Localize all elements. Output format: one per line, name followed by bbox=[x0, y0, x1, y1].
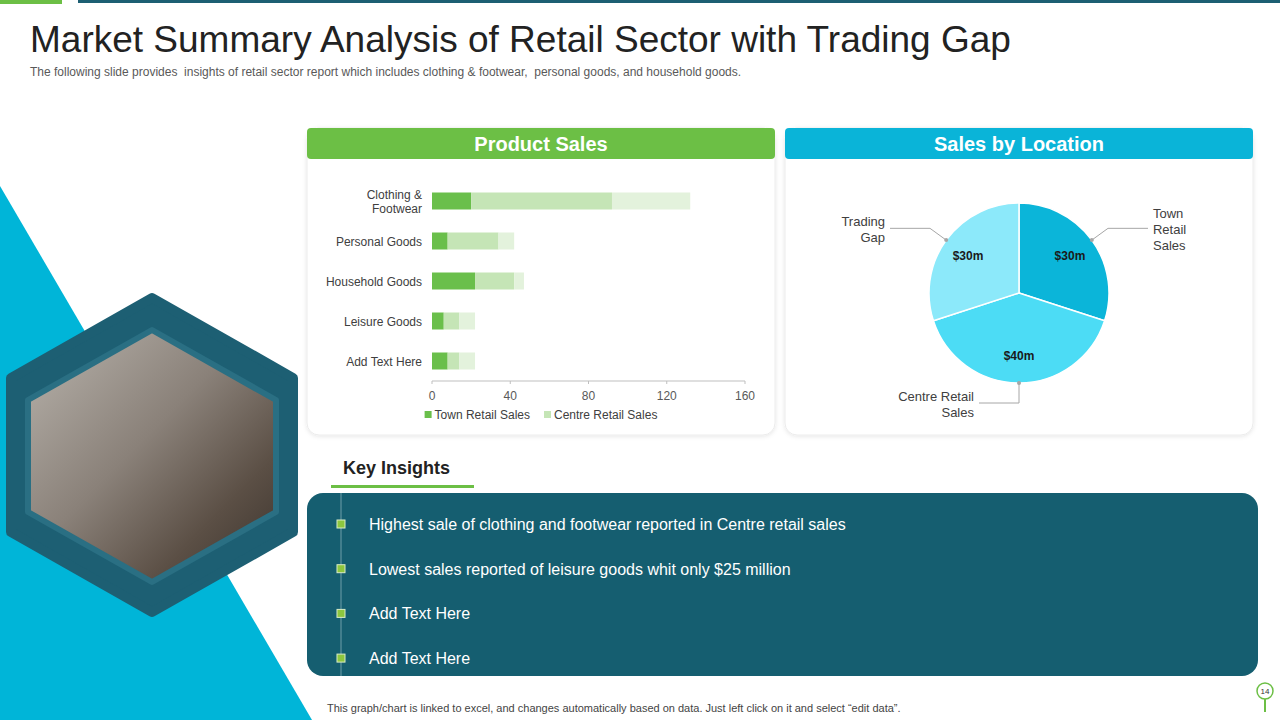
bar-segment bbox=[612, 193, 690, 210]
category-label: Leisure Goods bbox=[344, 315, 422, 329]
insight-bullet bbox=[337, 520, 345, 528]
legend-label: Town Retail Sales bbox=[435, 408, 530, 422]
category-label: Clothing &Footwear bbox=[367, 188, 422, 216]
panel-sales-location bbox=[785, 128, 1253, 435]
label-line: Centre Retail bbox=[898, 389, 974, 404]
tick-mark bbox=[510, 381, 511, 384]
panel-title: Sales by Location bbox=[934, 133, 1104, 155]
page-number: 14 bbox=[1261, 687, 1270, 696]
tick-label: 80 bbox=[582, 389, 596, 403]
pie bbox=[929, 203, 1109, 383]
top-accent-teal bbox=[78, 0, 1280, 3]
insight-text: Add Text Here bbox=[369, 650, 470, 667]
bar-segment bbox=[448, 233, 499, 250]
tick-label: 40 bbox=[504, 389, 518, 403]
label-line: Footwear bbox=[372, 202, 422, 216]
insights-title: Key Insights bbox=[343, 458, 450, 478]
insight-text: Add Text Here bbox=[369, 605, 470, 622]
insight-text: Highest sale of clothing and footwear re… bbox=[369, 516, 846, 533]
slice-label: TradingGap bbox=[841, 214, 885, 245]
legend-swatch bbox=[425, 411, 432, 418]
bar-segment bbox=[444, 313, 460, 330]
bar-segment bbox=[448, 353, 460, 370]
label-line: Retail bbox=[1153, 222, 1186, 237]
slide: Market Summary Analysis of Retail Sector… bbox=[0, 0, 1280, 720]
bar-segment bbox=[432, 233, 448, 250]
panel-header-blue bbox=[785, 128, 1253, 159]
panel-title: Product Sales bbox=[474, 133, 607, 155]
insight-bullet bbox=[337, 565, 345, 573]
footer-note: This graph/chart is linked to excel, and… bbox=[327, 702, 901, 714]
leader-dot bbox=[944, 238, 948, 242]
leader-line bbox=[1092, 228, 1148, 240]
slice-label: TownRetailSales bbox=[1153, 206, 1186, 253]
page-badge-tail bbox=[1264, 699, 1266, 712]
slide-title: Market Summary Analysis of Retail Sector… bbox=[30, 19, 1011, 60]
data-label: $40m bbox=[1004, 349, 1035, 363]
leader-line bbox=[979, 383, 1019, 403]
legend: Town Retail Sales Centre Retail Sales bbox=[425, 408, 658, 422]
category-label: Add Text Here bbox=[346, 355, 422, 369]
bar-segment bbox=[432, 273, 475, 290]
leader-dot bbox=[1017, 381, 1021, 385]
category-label: Personal Goods bbox=[336, 235, 422, 249]
hexagon-photo bbox=[28, 330, 276, 582]
label-line: Trading bbox=[841, 214, 885, 229]
leader-line bbox=[890, 228, 946, 240]
bars bbox=[432, 193, 690, 370]
tick-mark bbox=[745, 381, 746, 384]
slide-subtitle: The following slide provides insights of… bbox=[30, 65, 741, 79]
category-label: Household Goods bbox=[326, 275, 422, 289]
insight-bullet bbox=[337, 654, 345, 662]
tick-mark bbox=[588, 381, 589, 384]
label-line: Sales bbox=[1153, 238, 1186, 253]
data-label: $30m bbox=[1055, 249, 1086, 263]
panel-header-green bbox=[307, 128, 775, 159]
insights-underline bbox=[331, 485, 474, 488]
bar-segment bbox=[459, 313, 475, 330]
hexagon-frame bbox=[11, 298, 293, 612]
label-line: Clothing & bbox=[367, 188, 422, 202]
pie-slice bbox=[929, 203, 1019, 321]
panel-product-sales bbox=[307, 128, 775, 435]
tick-label: 0 bbox=[429, 389, 436, 403]
bar-segment bbox=[471, 193, 612, 210]
bar-segment bbox=[432, 353, 448, 370]
tick-label: 120 bbox=[657, 389, 677, 403]
tick-mark bbox=[432, 381, 433, 384]
legend-label: Centre Retail Sales bbox=[554, 408, 657, 422]
legend-swatch bbox=[544, 411, 551, 418]
label-line: Sales bbox=[941, 405, 974, 420]
bar-segment bbox=[432, 313, 444, 330]
bar-segment bbox=[475, 273, 514, 290]
bar-segment bbox=[514, 273, 524, 290]
bar-segment bbox=[432, 193, 471, 210]
top-accent-green bbox=[0, 0, 62, 4]
bar-segment bbox=[459, 353, 475, 370]
insight-bullet bbox=[337, 609, 345, 617]
slice-label: Centre RetailSales bbox=[898, 389, 974, 420]
bar-segment bbox=[499, 233, 515, 250]
tick-label: 160 bbox=[735, 389, 755, 403]
label-line: Gap bbox=[860, 230, 885, 245]
left-triangle bbox=[0, 186, 312, 720]
page-badge bbox=[1257, 683, 1273, 699]
label-line: Town bbox=[1153, 206, 1183, 221]
tick-mark bbox=[666, 381, 667, 384]
data-label: $30m bbox=[953, 249, 984, 263]
leader-dot bbox=[1090, 238, 1094, 242]
insights-box bbox=[307, 493, 1258, 676]
insight-text: Lowest sales reported of leisure goods w… bbox=[369, 561, 791, 578]
